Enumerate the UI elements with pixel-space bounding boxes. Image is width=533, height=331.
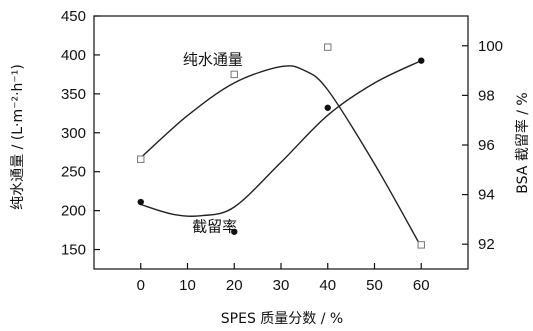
y-right-tick-label: 96 xyxy=(478,137,495,154)
x-tick-label: 20 xyxy=(226,277,243,294)
y-left-tick-label: 400 xyxy=(61,47,86,64)
data-point-circle xyxy=(324,104,331,111)
y-right-tick-label: 100 xyxy=(478,38,503,55)
x-tick-label: 50 xyxy=(366,277,383,294)
data-point-square xyxy=(230,70,238,79)
data-point-square xyxy=(417,241,425,249)
y-left-tick-label: 200 xyxy=(61,203,86,220)
y-left-tick-label: 350 xyxy=(61,86,86,103)
series-curve xyxy=(140,59,422,218)
y-right-axis-title: BSA 截留率 / % xyxy=(514,92,531,193)
x-tick-label: 40 xyxy=(319,277,336,294)
y-right-tick-label: 98 xyxy=(478,87,495,104)
x-axis-title: SPES 质量分数 / % xyxy=(221,311,343,327)
y-left-tick-label: 150 xyxy=(61,242,86,259)
y-right-tick-label: 94 xyxy=(478,187,495,204)
data-point-square xyxy=(324,43,332,51)
data-point-circle xyxy=(418,57,425,64)
y-left-axis-title: 纯水通量 / (L·m⁻²·h⁻¹) xyxy=(10,64,26,210)
series-curve xyxy=(140,65,422,248)
x-tick-label: 10 xyxy=(179,277,196,294)
plot-area: 0 10 20 30 40 50 60 150 200 250 300 350 400 450 92 94 96… xyxy=(61,8,503,294)
y-right-tick-label: 92 xyxy=(478,236,495,253)
x-tick-label: 60 xyxy=(413,277,430,294)
y-left-tick-label: 250 xyxy=(61,164,86,181)
series-annotation: 纯水通量 xyxy=(183,50,243,68)
x-tick-label: 30 xyxy=(273,277,290,294)
y-left-tick-label: 450 xyxy=(61,8,86,25)
data-point-square xyxy=(137,155,145,163)
x-tick-label: 0 xyxy=(137,277,145,294)
series-annotation: 截留率 xyxy=(192,218,237,236)
data-point-circle xyxy=(231,228,238,235)
data-point-circle xyxy=(137,198,144,206)
y-left-tick-label: 300 xyxy=(61,125,86,142)
